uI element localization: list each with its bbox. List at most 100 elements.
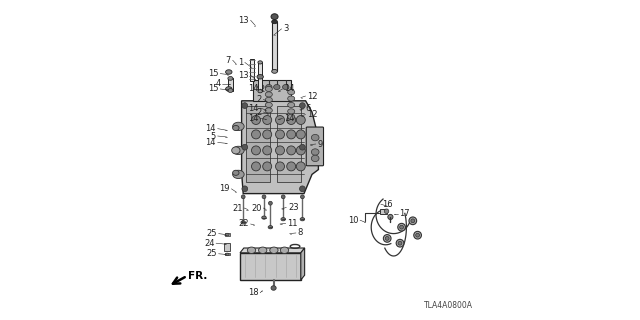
Ellipse shape — [296, 146, 305, 155]
Polygon shape — [240, 248, 305, 253]
Bar — [225, 253, 230, 255]
Ellipse shape — [312, 149, 319, 155]
Ellipse shape — [258, 84, 264, 90]
Text: 2: 2 — [257, 108, 262, 116]
Ellipse shape — [275, 146, 285, 155]
Text: 7: 7 — [226, 56, 231, 65]
Ellipse shape — [241, 195, 245, 199]
Ellipse shape — [241, 221, 246, 224]
Bar — [258, 62, 262, 91]
Text: 11: 11 — [287, 219, 298, 228]
Polygon shape — [242, 101, 319, 194]
Bar — [240, 253, 301, 280]
Text: 9: 9 — [317, 140, 323, 148]
Ellipse shape — [232, 147, 240, 154]
Ellipse shape — [258, 90, 262, 93]
Ellipse shape — [258, 61, 262, 64]
Ellipse shape — [399, 225, 404, 229]
Ellipse shape — [282, 195, 285, 199]
Ellipse shape — [262, 216, 266, 219]
Ellipse shape — [414, 231, 421, 239]
Ellipse shape — [262, 162, 272, 171]
Text: 15: 15 — [208, 84, 219, 93]
Ellipse shape — [252, 130, 260, 139]
Bar — [228, 78, 233, 91]
Ellipse shape — [265, 97, 272, 102]
Text: 25: 25 — [207, 229, 217, 238]
Text: 20: 20 — [252, 204, 262, 212]
Text: 8: 8 — [298, 228, 303, 237]
Text: 23: 23 — [288, 203, 299, 212]
Ellipse shape — [252, 162, 260, 171]
Ellipse shape — [300, 144, 305, 150]
Ellipse shape — [242, 186, 248, 192]
Text: TLA4A0800A: TLA4A0800A — [424, 301, 472, 310]
Text: 2: 2 — [257, 95, 262, 104]
Ellipse shape — [288, 90, 294, 95]
Ellipse shape — [312, 155, 319, 162]
Text: 21: 21 — [232, 204, 243, 212]
Ellipse shape — [266, 84, 272, 90]
Ellipse shape — [271, 14, 278, 20]
Ellipse shape — [396, 239, 404, 247]
Ellipse shape — [262, 146, 272, 155]
Ellipse shape — [288, 102, 294, 108]
Text: 4: 4 — [216, 79, 221, 88]
Text: 24: 24 — [204, 239, 214, 248]
Text: 13: 13 — [238, 71, 249, 80]
Ellipse shape — [262, 195, 266, 199]
Ellipse shape — [233, 122, 244, 131]
Ellipse shape — [247, 247, 255, 253]
Ellipse shape — [383, 235, 391, 242]
Text: 14: 14 — [205, 138, 216, 147]
Text: 5: 5 — [211, 132, 216, 140]
Text: 14: 14 — [205, 124, 216, 133]
Bar — [250, 59, 254, 81]
Ellipse shape — [233, 146, 244, 155]
Ellipse shape — [257, 75, 264, 79]
Ellipse shape — [265, 102, 272, 108]
Ellipse shape — [272, 20, 278, 24]
Ellipse shape — [312, 134, 319, 141]
Ellipse shape — [388, 214, 393, 220]
Ellipse shape — [226, 87, 232, 91]
Ellipse shape — [283, 84, 289, 90]
Ellipse shape — [233, 125, 239, 131]
Ellipse shape — [385, 236, 389, 240]
Ellipse shape — [411, 219, 415, 223]
Ellipse shape — [275, 116, 285, 124]
Text: 16: 16 — [383, 200, 393, 209]
Text: 6: 6 — [306, 104, 311, 113]
Ellipse shape — [275, 162, 285, 171]
Ellipse shape — [300, 218, 305, 221]
Ellipse shape — [281, 218, 285, 221]
Ellipse shape — [228, 76, 233, 80]
Polygon shape — [301, 248, 305, 280]
Ellipse shape — [275, 130, 285, 139]
Text: 19: 19 — [220, 184, 230, 193]
Ellipse shape — [269, 201, 273, 205]
Ellipse shape — [300, 103, 305, 108]
Ellipse shape — [415, 233, 420, 237]
Ellipse shape — [242, 103, 248, 108]
Bar — [225, 243, 230, 251]
Ellipse shape — [384, 209, 389, 213]
Ellipse shape — [409, 217, 417, 225]
FancyBboxPatch shape — [307, 127, 323, 166]
Ellipse shape — [233, 170, 244, 179]
Text: 1: 1 — [238, 58, 243, 67]
Ellipse shape — [288, 96, 294, 101]
Ellipse shape — [262, 130, 272, 139]
Ellipse shape — [296, 162, 305, 171]
Ellipse shape — [233, 170, 239, 175]
Ellipse shape — [288, 109, 294, 114]
Text: 14: 14 — [284, 114, 294, 123]
Ellipse shape — [225, 233, 229, 236]
Ellipse shape — [301, 195, 305, 199]
Ellipse shape — [226, 70, 232, 74]
Ellipse shape — [252, 146, 260, 155]
Ellipse shape — [398, 241, 402, 245]
Ellipse shape — [287, 116, 296, 124]
Text: 14: 14 — [248, 104, 259, 113]
Ellipse shape — [287, 162, 296, 171]
